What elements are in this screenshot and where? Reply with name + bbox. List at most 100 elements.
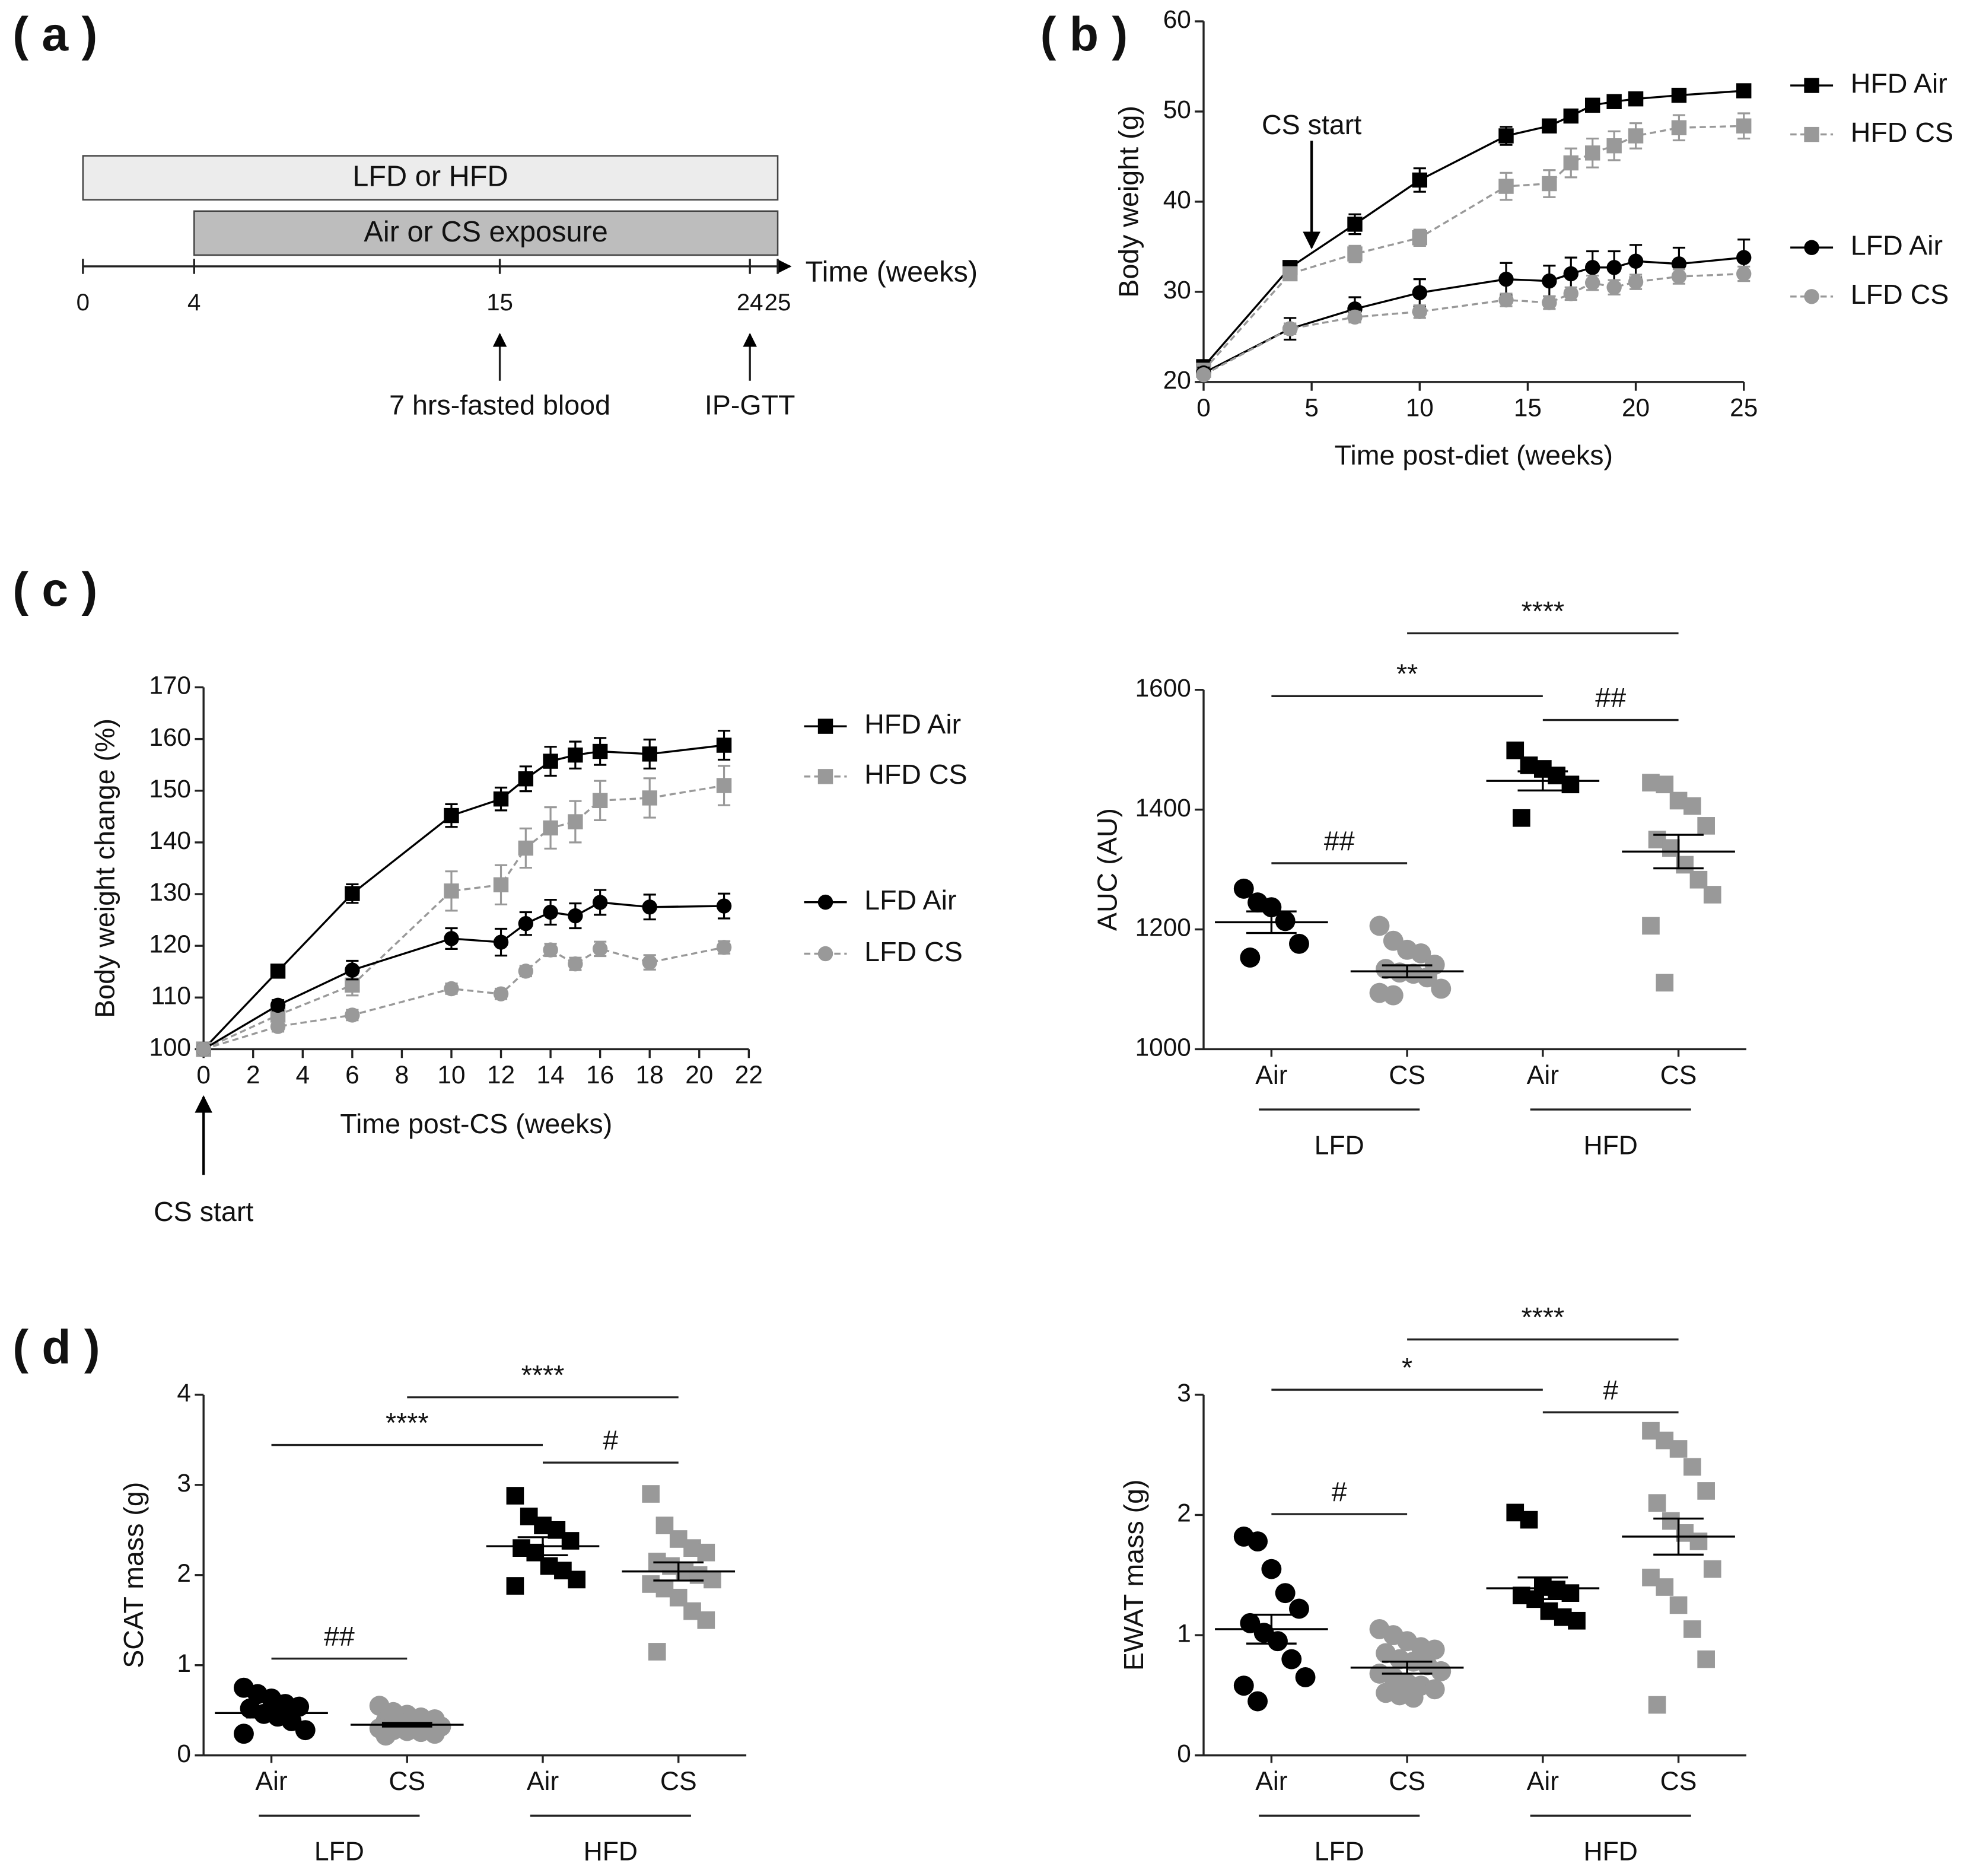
- marker: [506, 1487, 524, 1505]
- legend-marker: [1804, 78, 1819, 93]
- marker: [345, 1007, 360, 1023]
- group-label: LFD: [1315, 1837, 1364, 1867]
- marker: [697, 1611, 715, 1629]
- marker: [592, 743, 608, 759]
- marker: [1498, 271, 1514, 287]
- x-axis-label: Time post-CS (weeks): [340, 1108, 612, 1139]
- marker: [642, 790, 657, 806]
- marker: [1347, 246, 1363, 262]
- x-tick-label: CS: [1660, 1767, 1697, 1796]
- marker: [1424, 1639, 1445, 1660]
- marker: [1656, 974, 1674, 992]
- legend-label: LFD Air: [864, 885, 956, 915]
- marker: [493, 986, 509, 1001]
- y-tick-label: 1200: [1135, 914, 1191, 942]
- marker: [1542, 176, 1557, 192]
- marker: [1656, 1578, 1674, 1596]
- marker: [568, 908, 583, 924]
- marker: [1233, 1675, 1254, 1696]
- marker: [345, 886, 360, 901]
- sem-bar: [1517, 1576, 1568, 1600]
- y-tick-label: 150: [149, 775, 191, 803]
- legend-label: HFD Air: [1851, 68, 1947, 98]
- marker: [1282, 321, 1298, 336]
- legend-label: HFD CS: [1851, 117, 1953, 148]
- marker: [1669, 1596, 1688, 1614]
- significance-label: *: [1402, 1352, 1412, 1383]
- marker: [1431, 978, 1452, 999]
- legend-marker: [817, 769, 833, 784]
- marker: [1628, 91, 1644, 107]
- marker: [1697, 1650, 1715, 1668]
- y-tick-label: 50: [1163, 96, 1191, 123]
- marker: [642, 746, 657, 762]
- x-tick-label: 5: [1304, 394, 1319, 422]
- sem-bar: [517, 1536, 568, 1557]
- marker: [1671, 87, 1687, 103]
- group-label: HFD: [1584, 1837, 1638, 1867]
- marker: [1282, 266, 1298, 282]
- x-tick-label: 25: [1730, 394, 1758, 422]
- marker: [1424, 1679, 1445, 1700]
- legend-marker: [817, 946, 833, 962]
- sem-bar: [1653, 1517, 1704, 1556]
- x-tick-label: Air: [255, 1767, 288, 1796]
- marker: [444, 807, 459, 823]
- x-tick-label: CS: [660, 1767, 697, 1796]
- x-tick-label: 18: [636, 1061, 664, 1089]
- marker: [716, 778, 732, 793]
- y-tick-label: 1: [1177, 1619, 1191, 1647]
- marker: [1563, 155, 1578, 171]
- marker: [1689, 870, 1708, 889]
- significance-label: #: [1332, 1476, 1347, 1507]
- marker: [1656, 775, 1674, 794]
- y-tick-label: 4: [177, 1379, 191, 1407]
- marker: [592, 793, 608, 809]
- marker: [543, 820, 558, 836]
- marker: [1403, 1687, 1424, 1708]
- marker: [1736, 118, 1752, 133]
- marker: [1563, 266, 1578, 282]
- marker: [1542, 118, 1557, 133]
- marker: [1347, 217, 1363, 232]
- y-tick-label: 40: [1163, 186, 1191, 214]
- y-tick-label: 130: [149, 878, 191, 906]
- marker: [1585, 97, 1600, 113]
- y-tick-label: 3: [177, 1469, 191, 1497]
- marker: [1542, 295, 1557, 310]
- legend-label: LFD CS: [864, 936, 963, 967]
- y-tick-label: 20: [1163, 366, 1191, 394]
- marker: [1289, 933, 1309, 954]
- panel-label: ( b ): [1040, 8, 1128, 61]
- marker: [1412, 285, 1427, 301]
- y-tick-label: 100: [149, 1034, 191, 1061]
- y-tick-label: 1400: [1135, 794, 1191, 822]
- marker: [1606, 279, 1622, 295]
- marker: [1542, 273, 1557, 289]
- x-tick-label: 24: [737, 289, 763, 316]
- x-tick-label: CS: [1389, 1767, 1425, 1796]
- annotation: IP-GTT: [705, 390, 795, 421]
- x-tick-label: 8: [395, 1061, 409, 1089]
- marker: [493, 877, 509, 893]
- marker: [568, 814, 583, 829]
- x-tick-label: Air: [1527, 1061, 1560, 1090]
- group-label: LFD: [1315, 1131, 1364, 1160]
- x-tick-label: CS: [389, 1767, 425, 1796]
- marker: [1513, 809, 1530, 827]
- significance-label: ##: [1595, 682, 1626, 713]
- sem-bar: [246, 1707, 297, 1719]
- marker: [196, 1041, 211, 1057]
- marker: [1703, 886, 1721, 904]
- significance-label: ##: [1324, 825, 1355, 856]
- marker: [1412, 172, 1427, 188]
- significance-label: #: [1603, 1375, 1618, 1406]
- marker: [270, 997, 286, 1013]
- y-tick-label: 160: [149, 723, 191, 751]
- x-tick-label: 12: [487, 1061, 515, 1089]
- legend-label: HFD CS: [864, 759, 967, 790]
- marker: [1295, 1667, 1316, 1687]
- x-tick-label: 6: [345, 1061, 359, 1089]
- marker: [704, 1570, 721, 1589]
- x-tick-label: 10: [1406, 394, 1434, 422]
